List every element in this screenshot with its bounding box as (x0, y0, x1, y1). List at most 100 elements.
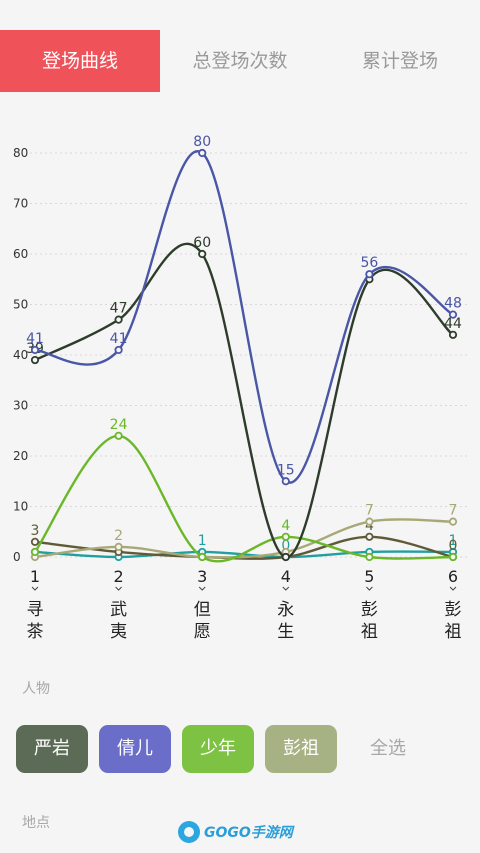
data-point (114, 542, 123, 551)
x-tick-caret (198, 586, 206, 591)
x-tick-caret (449, 586, 457, 591)
place-section-label: 地点 (22, 815, 50, 831)
x-category-label: 永生 (277, 600, 294, 642)
data-label: 56 (360, 255, 378, 271)
person-section-label: 人物 (22, 681, 50, 697)
x-category-char: 夷 (110, 622, 127, 642)
data-label: 44 (444, 316, 462, 332)
x-category-label: 寻茶 (27, 600, 44, 642)
y-tick-label: 10 (13, 500, 28, 514)
x-category-char: 永 (277, 600, 294, 620)
data-label: 7 (365, 503, 374, 519)
x-tick-caret (366, 586, 373, 591)
data-point (448, 552, 458, 562)
select-all-button[interactable]: 全选 (370, 738, 406, 759)
x-category-label: 彭祖 (361, 600, 378, 642)
data-label: 7 (449, 503, 458, 519)
y-tick-label: 60 (13, 247, 28, 261)
x-category-char: 但 (194, 600, 211, 620)
data-point (281, 552, 290, 562)
data-point (448, 330, 458, 339)
data-label: 80 (193, 134, 211, 150)
data-point (281, 532, 290, 541)
series-line-0 (34, 242, 454, 559)
data-point (30, 345, 40, 355)
data-label: 41 (110, 331, 128, 347)
data-label: 1 (449, 533, 458, 549)
filter-chip-yanyan[interactable]: 严岩 (16, 725, 88, 773)
data-point (30, 547, 40, 557)
x-category-char: 彭 (361, 600, 378, 620)
x-category-char: 寻 (27, 600, 44, 620)
x-tick-caret (282, 586, 290, 591)
series-line-3 (34, 518, 454, 559)
x-category-label: 武夷 (110, 600, 127, 642)
series-line-1 (34, 150, 454, 484)
series-line-4 (34, 535, 454, 560)
series-line-2 (34, 434, 454, 563)
data-point (448, 310, 458, 319)
y-tick-label: 30 (13, 399, 28, 413)
x-category-char: 祖 (361, 622, 378, 642)
data-label: 60 (193, 235, 211, 251)
y-tick-label: 50 (13, 298, 28, 312)
x-tick-label: 4 (281, 567, 291, 586)
x-category-char: 祖 (445, 622, 462, 642)
x-category-char: 生 (277, 622, 294, 642)
data-label: 41 (26, 331, 44, 347)
data-label: 1 (198, 533, 207, 549)
data-point (448, 517, 458, 526)
filter-chip-qianer[interactable]: 倩儿 (99, 725, 171, 773)
x-category-char: 茶 (27, 622, 44, 642)
watermark-text: GOGO手游网 (204, 825, 293, 841)
x-tick-caret (115, 586, 122, 591)
x-category-char: 愿 (194, 622, 211, 642)
y-tick-label: 0 (13, 550, 21, 564)
filter-chip-pengzu[interactable]: 彭祖 (265, 725, 337, 773)
x-category-label: 彭祖 (445, 600, 462, 642)
data-point (365, 552, 374, 562)
data-label: 47 (110, 301, 128, 317)
tab-bar: 登场曲线 总登场次数 累计登场 (0, 30, 480, 92)
data-label: 15 (277, 462, 295, 478)
data-point (281, 477, 290, 486)
y-tick-label: 40 (13, 348, 28, 362)
watermark-logo-icon (178, 821, 200, 843)
x-tick-label: 6 (448, 567, 458, 586)
data-point (114, 345, 123, 355)
data-label: 48 (444, 296, 462, 312)
data-label: 4 (281, 518, 290, 534)
data-label: 4 (365, 518, 374, 534)
data-label: 24 (110, 417, 128, 433)
y-tick-label: 70 (13, 197, 28, 211)
filter-chip-shaonian[interactable]: 少年 (182, 725, 254, 773)
data-point (114, 315, 123, 324)
x-category-char: 彭 (445, 600, 462, 620)
watermark: GOGO手游网 (178, 820, 293, 844)
tab-appearance-curve[interactable]: 登场曲线 (0, 30, 160, 92)
y-tick-label: 80 (13, 146, 28, 160)
data-point (198, 552, 207, 562)
data-point (365, 517, 374, 526)
tab-cumulative-appearances[interactable]: 累计登场 (361, 50, 438, 72)
x-tick-label: 2 (114, 567, 124, 586)
data-point (30, 355, 40, 365)
data-label: 2 (114, 528, 123, 544)
x-category-char: 武 (110, 600, 127, 620)
data-point (365, 532, 374, 541)
data-point (198, 148, 207, 158)
data-point (30, 537, 40, 546)
data-label: 0 (449, 538, 458, 554)
y-tick-label: 20 (13, 449, 28, 463)
data-label: 3 (31, 523, 40, 539)
x-tick-caret (31, 586, 39, 591)
tab-total-appearances[interactable]: 总登场次数 (192, 50, 288, 72)
data-point (198, 249, 207, 259)
x-tick-label: 3 (197, 567, 207, 586)
x-tick-label: 5 (364, 567, 374, 586)
x-tick-label: 1 (30, 567, 40, 586)
data-point (114, 431, 123, 440)
data-point (365, 270, 374, 279)
x-category-label: 但愿 (194, 600, 211, 642)
